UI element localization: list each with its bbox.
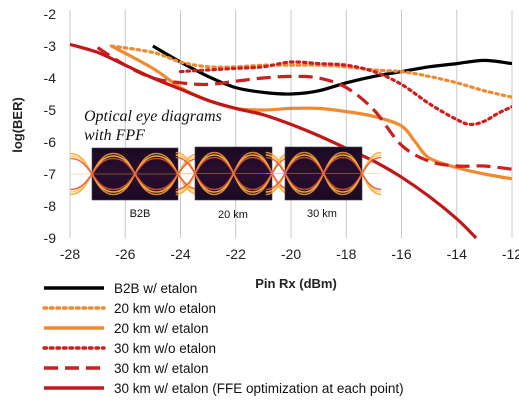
eye-diagram-insets: B2B 20 km 30 km (70, 146, 382, 221)
legend-entry-1: B2B w/ etalon (44, 281, 197, 296)
x-tick-label: -26 (115, 246, 135, 262)
series-line-1 (152, 44, 512, 96)
x-tick-label: -24 (170, 246, 190, 262)
eye-diagram-label: 20 km (218, 209, 248, 221)
annotation-line-2: with FPF (84, 127, 145, 144)
legend: B2B w/ etalon 20 km w/o etalon 20 km w/ et… (42, 281, 404, 396)
eye-diagram-1: B2B (70, 147, 200, 220)
eye-diagram-label: B2B (130, 208, 151, 220)
eye-diagram-2: 20 km (175, 146, 292, 221)
series-line-6 (70, 42, 478, 240)
series-layer (70, 42, 512, 240)
series-line-5 (96, 46, 512, 171)
x-tick-label: -16 (391, 246, 411, 262)
legend-label: 30 km w/o etalon (114, 341, 216, 356)
x-tick-label: -18 (336, 246, 356, 262)
y-tick-label: -3 (44, 38, 57, 54)
y-axis-label: log(BER) (10, 97, 25, 153)
legend-entry-6: 30 km w/ etalon (FFE optimization at eac… (44, 381, 404, 396)
x-axis-label: Pin Rx (dBm) (255, 276, 337, 291)
y-tick-label: -2 (44, 6, 57, 22)
legend-entry-3: 20 km w/ etalon (44, 321, 209, 336)
x-tick-label: -12 (502, 246, 519, 262)
y-tick-label: -4 (44, 70, 57, 86)
legend-entry-4: 30 km w/o etalon (42, 341, 216, 356)
annotation-line-1: Optical eye diagrams (84, 108, 222, 125)
x-tick-label: -14 (447, 246, 467, 262)
y-tick-label: -6 (44, 134, 57, 150)
legend-entry-2: 20 km w/o etalon (42, 301, 216, 316)
legend-label: 20 km w/o etalon (114, 301, 216, 316)
eye-diagram-3: 30 km (265, 146, 382, 220)
x-tick-labels: -28 -26 -24 -22 -20 -18 -16 -14 -12 (60, 246, 519, 262)
eye-diagram-annotation: Optical eye diagrams with FPF (84, 108, 222, 144)
y-tick-label: -5 (44, 102, 57, 118)
legend-label: 20 km w/ etalon (114, 321, 209, 336)
eye-diagram-label: 30 km (307, 208, 337, 220)
y-tick-label: -9 (44, 230, 57, 246)
y-tick-labels: -2 -3 -4 -5 -6 -7 -8 -9 (44, 6, 57, 246)
legend-label: 30 km w/ etalon (114, 361, 209, 376)
series-line-2 (109, 44, 512, 99)
x-tick-label: -20 (281, 246, 301, 262)
x-tick-label: -22 (226, 246, 246, 262)
legend-label: 30 km w/ etalon (FFE optimization at eac… (114, 381, 404, 396)
y-tick-label: -7 (44, 166, 57, 182)
legend-entry-5: 30 km w/ etalon (44, 361, 209, 376)
x-tick-label: -28 (60, 246, 80, 262)
series-line-4 (178, 60, 512, 127)
y-tick-label: -8 (44, 198, 57, 214)
legend-label: B2B w/ etalon (114, 281, 197, 296)
